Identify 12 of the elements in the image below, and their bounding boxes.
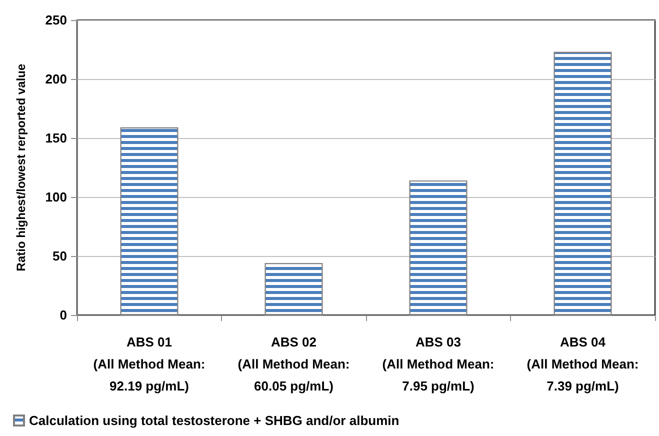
x-tick-label: ABS 03 (All Method Mean: 7.95 pg/mL) — [382, 334, 494, 394]
y-tick-label: 100 — [45, 190, 67, 204]
y-axis-title: Ratio highest/lowest rerported value — [14, 63, 28, 272]
x-tick-label: ABS 04 (All Method Mean: 7.39 pg/mL) — [526, 334, 639, 394]
x-tick-label: ABS 02 (All Method Mean: 60.05 pg/mL) — [238, 334, 350, 394]
legend-label: Calculation using total testosterone + SHBG and/or albumin — [29, 413, 400, 428]
y-tick-label: 150 — [45, 130, 67, 146]
y-tick-label: 250 — [45, 12, 67, 28]
y-tick-label: 200 — [45, 72, 67, 86]
y-tick-label: 0 — [60, 308, 67, 322]
y-tick-label: 50 — [52, 248, 67, 264]
x-tick-label: ABS 01 (All Method Mean: 92.19 pg/mL) — [93, 334, 206, 394]
